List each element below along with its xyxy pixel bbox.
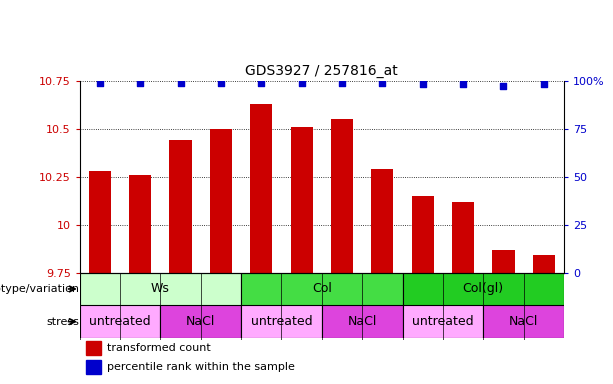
Bar bbox=[80, 305, 161, 338]
Bar bbox=[403, 273, 564, 305]
Point bbox=[176, 79, 186, 86]
Point bbox=[95, 79, 105, 86]
Bar bbox=[250, 104, 272, 273]
Bar bbox=[533, 255, 555, 273]
Text: NaCl: NaCl bbox=[348, 315, 377, 328]
Bar bbox=[411, 196, 434, 273]
Bar bbox=[80, 273, 241, 305]
Point bbox=[498, 83, 508, 89]
Point bbox=[539, 81, 549, 88]
Point bbox=[256, 79, 266, 86]
Bar bbox=[291, 127, 313, 273]
Text: genotype/variation: genotype/variation bbox=[0, 284, 79, 294]
Bar bbox=[241, 273, 403, 305]
Point bbox=[418, 81, 428, 88]
Text: Col: Col bbox=[312, 283, 332, 295]
Point bbox=[378, 79, 387, 86]
Bar bbox=[331, 119, 353, 273]
Text: NaCl: NaCl bbox=[186, 315, 215, 328]
Bar bbox=[89, 171, 111, 273]
Title: GDS3927 / 257816_at: GDS3927 / 257816_at bbox=[245, 64, 398, 78]
Bar bbox=[129, 175, 151, 273]
Bar bbox=[452, 202, 474, 273]
Text: Ws: Ws bbox=[151, 283, 170, 295]
Bar bbox=[483, 305, 564, 338]
Text: transformed count: transformed count bbox=[107, 343, 211, 353]
Bar bbox=[210, 129, 232, 273]
Point bbox=[297, 79, 306, 86]
Point bbox=[458, 81, 468, 88]
Point bbox=[337, 79, 347, 86]
Point bbox=[216, 79, 226, 86]
Text: untreated: untreated bbox=[89, 315, 151, 328]
Bar bbox=[371, 169, 394, 273]
Bar bbox=[161, 305, 241, 338]
Text: untreated: untreated bbox=[412, 315, 474, 328]
Bar bbox=[403, 305, 483, 338]
Bar bbox=[322, 305, 403, 338]
Text: stress: stress bbox=[46, 316, 79, 327]
Text: Col(gl): Col(gl) bbox=[463, 283, 504, 295]
Point bbox=[135, 79, 145, 86]
Bar bbox=[241, 305, 322, 338]
Bar bbox=[86, 341, 101, 355]
Bar bbox=[86, 360, 101, 374]
Text: untreated: untreated bbox=[251, 315, 312, 328]
Text: NaCl: NaCl bbox=[509, 315, 538, 328]
Text: percentile rank within the sample: percentile rank within the sample bbox=[107, 362, 295, 372]
Bar bbox=[169, 140, 192, 273]
Bar bbox=[492, 250, 514, 273]
